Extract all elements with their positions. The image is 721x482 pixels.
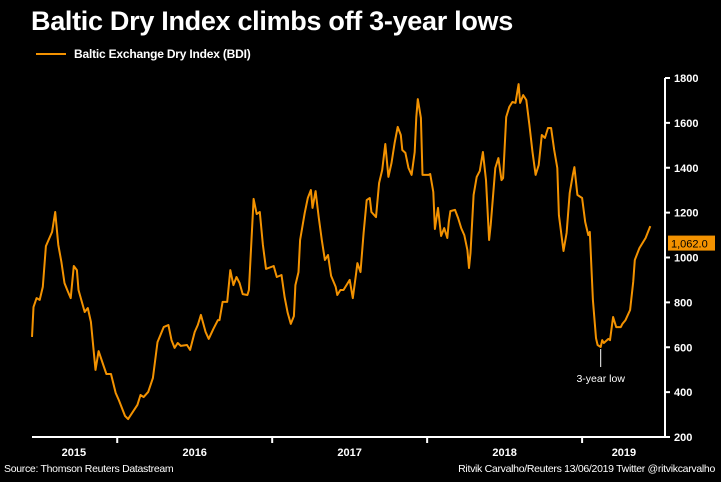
series-line-bdi xyxy=(31,83,652,421)
y-tick-label: 600 xyxy=(674,342,692,354)
series-group xyxy=(31,83,652,421)
x-tick-label: 2015 xyxy=(62,447,86,459)
chart-title: Baltic Dry Index climbs off 3-year lows xyxy=(31,6,513,36)
y-tick-label: 1200 xyxy=(674,208,698,220)
annotations-group: 1,062.0 3-year low xyxy=(576,235,715,385)
x-tick-label: 2019 xyxy=(612,447,636,459)
y-tick-label: 800 xyxy=(674,297,692,309)
y-tick-label: 200 xyxy=(674,432,692,444)
legend-swatch xyxy=(36,53,66,55)
y-tick-label: 1400 xyxy=(674,163,698,175)
legend: Baltic Exchange Dry Index (BDI) xyxy=(36,47,251,61)
source-note: Source: Thomson Reuters Datastream xyxy=(4,463,174,475)
y-tick-label: 1600 xyxy=(674,118,698,130)
last-value-badge xyxy=(668,235,715,251)
x-tick-label: 2018 xyxy=(492,447,516,459)
y-tick-label: 1800 xyxy=(674,73,698,85)
annotation-label: 3-year low xyxy=(576,373,625,385)
x-tick-label: 2016 xyxy=(182,447,206,459)
y-tick-label: 400 xyxy=(674,387,692,399)
legend-label: Baltic Exchange Dry Index (BDI) xyxy=(74,47,251,61)
axes: 200 400 600 800 1000 1200 1400 1600 1800 2015 2016… xyxy=(32,73,698,459)
credit-note: Ritvik Carvalho/Reuters 13/06/2019 Twitt… xyxy=(458,463,715,475)
last-value-label: 1,062.0 xyxy=(671,239,708,251)
x-tick-label: 2017 xyxy=(337,447,361,459)
y-tick-label: 1000 xyxy=(674,253,698,265)
